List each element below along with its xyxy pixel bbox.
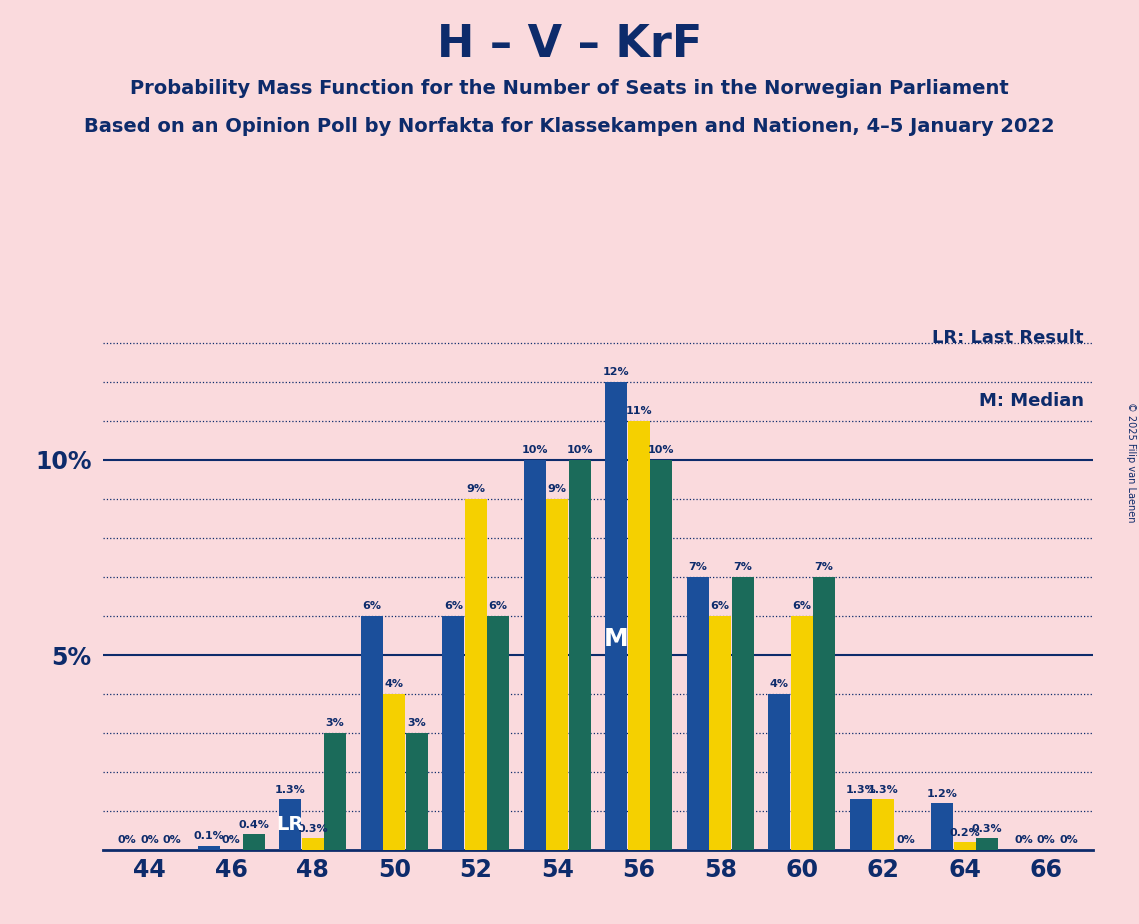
Text: 10%: 10% bbox=[566, 445, 593, 456]
Text: 0%: 0% bbox=[1015, 835, 1033, 845]
Bar bbox=[405, 733, 427, 850]
Text: 1.3%: 1.3% bbox=[845, 784, 876, 795]
Bar bbox=[487, 616, 509, 850]
Bar bbox=[465, 499, 486, 850]
Text: 0%: 0% bbox=[222, 835, 240, 845]
Text: 6%: 6% bbox=[711, 602, 730, 612]
Bar bbox=[605, 382, 628, 850]
Text: 1.2%: 1.2% bbox=[927, 788, 958, 798]
Text: 1.3%: 1.3% bbox=[868, 784, 899, 795]
Bar bbox=[361, 616, 383, 850]
Bar bbox=[731, 577, 754, 850]
Text: M: M bbox=[604, 627, 629, 651]
Text: 9%: 9% bbox=[466, 484, 485, 494]
Text: 0.3%: 0.3% bbox=[972, 823, 1002, 833]
Text: 4%: 4% bbox=[385, 679, 403, 689]
Text: 10%: 10% bbox=[522, 445, 548, 456]
Bar bbox=[302, 838, 323, 850]
Text: LR: Last Result: LR: Last Result bbox=[932, 329, 1083, 346]
Text: 11%: 11% bbox=[625, 407, 652, 416]
Bar bbox=[650, 460, 672, 850]
Text: 0.1%: 0.1% bbox=[194, 832, 224, 842]
Bar bbox=[568, 460, 591, 850]
Text: 12%: 12% bbox=[603, 367, 630, 377]
Text: 3%: 3% bbox=[326, 718, 344, 728]
Text: © 2025 Filip van Laenen: © 2025 Filip van Laenen bbox=[1126, 402, 1136, 522]
Text: 3%: 3% bbox=[408, 718, 426, 728]
Text: 7%: 7% bbox=[688, 563, 707, 572]
Text: 0.3%: 0.3% bbox=[297, 823, 328, 833]
Text: H – V – KrF: H – V – KrF bbox=[437, 23, 702, 67]
Text: 0%: 0% bbox=[118, 835, 137, 845]
Bar bbox=[524, 460, 546, 850]
Bar bbox=[813, 577, 835, 850]
Text: 6%: 6% bbox=[362, 602, 382, 612]
Bar bbox=[547, 499, 568, 850]
Bar bbox=[976, 838, 998, 850]
Bar bbox=[325, 733, 346, 850]
Bar bbox=[769, 694, 790, 850]
Text: Based on an Opinion Poll by Norfakta for Klassekampen and Nationen, 4–5 January : Based on an Opinion Poll by Norfakta for… bbox=[84, 117, 1055, 137]
Text: 0%: 0% bbox=[896, 835, 915, 845]
Bar bbox=[442, 616, 465, 850]
Bar bbox=[687, 577, 708, 850]
Text: 6%: 6% bbox=[444, 602, 462, 612]
Text: 0%: 0% bbox=[1059, 835, 1077, 845]
Bar bbox=[279, 799, 302, 850]
Text: 4%: 4% bbox=[770, 679, 789, 689]
Bar bbox=[198, 846, 220, 850]
Text: M: Median: M: Median bbox=[978, 392, 1083, 410]
Bar bbox=[790, 616, 813, 850]
Text: 0%: 0% bbox=[163, 835, 181, 845]
Bar bbox=[953, 843, 976, 850]
Text: 0.4%: 0.4% bbox=[238, 820, 269, 830]
Text: 6%: 6% bbox=[489, 602, 508, 612]
Bar bbox=[243, 834, 264, 850]
Text: 0%: 0% bbox=[1036, 835, 1056, 845]
Bar bbox=[710, 616, 731, 850]
Bar bbox=[932, 803, 953, 850]
Text: 7%: 7% bbox=[734, 563, 752, 572]
Text: 10%: 10% bbox=[648, 445, 674, 456]
Bar bbox=[850, 799, 871, 850]
Text: 9%: 9% bbox=[548, 484, 567, 494]
Text: 1.3%: 1.3% bbox=[274, 784, 305, 795]
Text: 6%: 6% bbox=[793, 602, 811, 612]
Text: 0.2%: 0.2% bbox=[949, 828, 980, 837]
Text: 7%: 7% bbox=[814, 563, 834, 572]
Bar bbox=[872, 799, 894, 850]
Text: Probability Mass Function for the Number of Seats in the Norwegian Parliament: Probability Mass Function for the Number… bbox=[130, 79, 1009, 98]
Text: 0%: 0% bbox=[140, 835, 159, 845]
Bar bbox=[383, 694, 405, 850]
Text: LR: LR bbox=[277, 815, 304, 834]
Bar bbox=[628, 421, 649, 850]
